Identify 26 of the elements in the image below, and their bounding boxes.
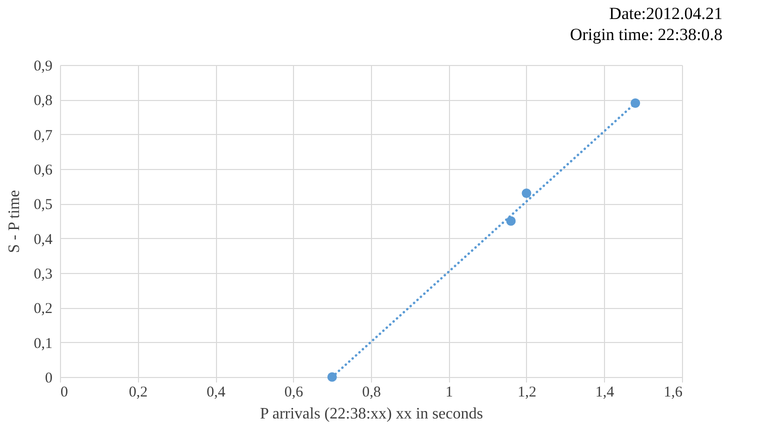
x-tick-label: 1,2 [518,384,536,400]
x-tick-label: 0,4 [206,384,226,400]
point [522,188,532,198]
x-tick-label: 0,2 [128,384,148,400]
y-tick-label: 0 [45,370,52,386]
y-axis-title: S - P time [6,190,23,253]
y-tick-label: 0,8 [34,93,52,110]
chart-title: Date:2012.04.21 [609,4,722,23]
x-tick-label: 0,6 [284,384,304,400]
x-tick-label: 0 [60,384,68,400]
x-tick-label: 1 [446,384,453,400]
x-tick-label: 1,6 [664,384,683,400]
x-tick-label: 0,8 [362,384,381,400]
y-tick-label: 0,1 [34,336,52,352]
y-tick-label: 0,6 [34,162,53,178]
y-tick-label: 0,2 [34,301,52,318]
y-tick-label: 0,3 [34,266,52,282]
y-tick-label: 0,5 [34,197,52,214]
chart-subtitle: Origin time: 22:38:0.8 [570,25,722,44]
x-tick-label: 1,4 [595,384,615,400]
y-tick-label: 0,7 [34,128,53,144]
point [630,98,640,108]
y-tick-label: 0,9 [34,58,52,74]
x-axis-title: P arrivals (22:38:xx) xx in seconds [260,406,483,422]
y-tick-label: 0,4 [34,232,53,248]
point [506,216,516,226]
